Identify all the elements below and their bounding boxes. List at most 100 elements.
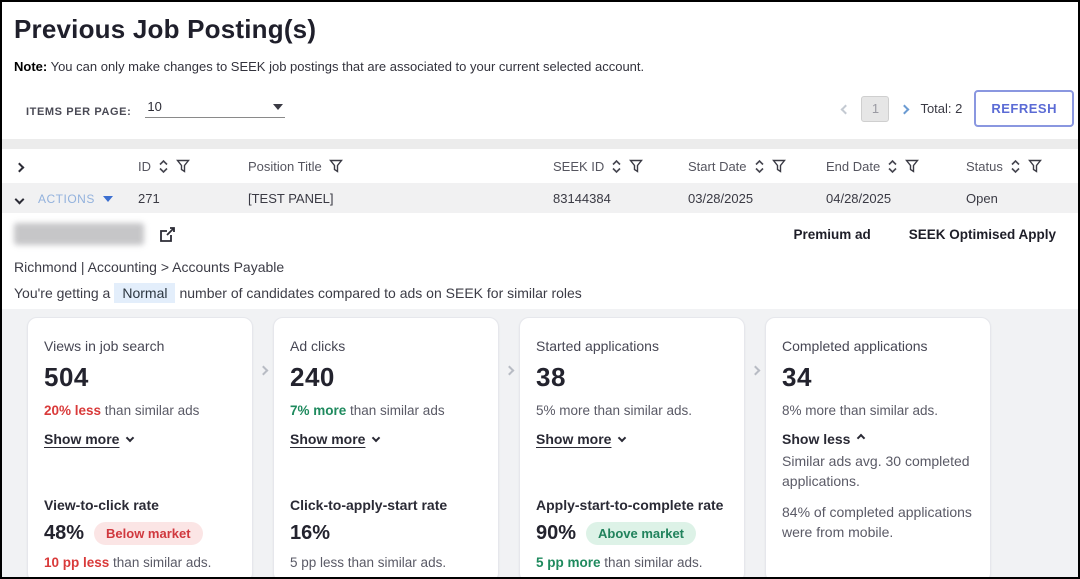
note-text: Note: You can only make changes to SEEK … [14,59,645,74]
funnel-arrow-icon [499,365,519,376]
seek-optimised-apply-label: SEEK Optimised Apply [908,226,1056,242]
card-views-in-job-search: Views in job search 504 20% less than si… [27,317,253,577]
funnel-arrow-icon [253,365,273,376]
separator-strip [2,139,1078,149]
chevron-down-icon [372,433,381,443]
column-header-start-date: Start Date [688,159,826,174]
rate-comparison-text: 5 pp less than similar ads. Similar ads … [290,555,447,577]
filter-icon[interactable] [771,159,786,173]
chevron-down-icon [273,103,284,110]
job-title-row: Premium ad SEEK Optimised Apply [14,223,1066,245]
sort-icon[interactable] [158,159,169,174]
card-title: Ad clicks [290,338,346,354]
card-title: Views in job search [44,338,165,354]
cell-status: Open [966,190,998,206]
chevron-down-icon [14,194,25,204]
comparison-text: 8% more than similar ads. [782,403,939,418]
column-header-seek-id: SEEK ID [553,159,688,174]
card-title: Completed applications [782,338,928,354]
chevron-down-icon [126,433,135,443]
actions-menu-button[interactable]: ACTIONS [38,192,113,206]
page-number-button[interactable]: 1 [861,95,890,122]
dropdown-arrow-icon [102,195,113,202]
filter-icon[interactable] [905,159,920,173]
external-link-icon[interactable] [158,225,177,244]
card-completed-applications: Completed applications 34 8% more than s… [765,317,991,577]
pagination: 1 Total: 2 REFRESH [841,90,1074,127]
card-value: 38 [536,362,566,392]
show-more-toggle[interactable]: Show more [290,431,482,447]
cell-position-title: [TEST PANEL] [248,190,334,206]
sort-icon[interactable] [1010,159,1021,174]
next-page-button[interactable] [900,100,910,118]
table-header-row: ID Position Title SEEK ID Start Date End… [2,149,1078,183]
sort-icon[interactable] [887,159,898,174]
actions-cell: ACTIONS [38,191,138,206]
page-header: Previous Job Posting(s) Note: You can on… [2,2,1078,139]
expanded-detail-text: 84% of completed applications were from … [782,503,972,540]
show-more-toggle[interactable]: Show more [44,431,236,447]
card-value: 34 [782,362,812,392]
filter-icon[interactable] [176,159,190,173]
rate-value: 16% [290,522,331,544]
rate-title: Apply-start-to-complete rate [536,497,724,513]
chevron-up-icon [857,433,866,443]
column-header-id: ID [138,159,248,174]
performance-cards: Views in job search 504 20% less than si… [2,309,1078,577]
chevron-left-icon [841,104,851,114]
rate-value-row: 48% Below market [44,522,236,545]
rate-value-row: 16% [290,522,482,545]
funnel-arrow-icon [745,365,765,376]
cell-start-date: 03/28/2025 [688,190,754,206]
card-ad-clicks: Ad clicks 240 7% more than similar ads S… [273,317,499,577]
comparison-text: 7% more than similar ads [290,403,445,418]
show-more-toggle[interactable]: Show more [536,431,728,447]
chevron-right-icon [900,104,910,114]
items-per-page-select[interactable]: 10 [145,99,286,118]
items-per-page: ITEMS PER PAGE: 10 [26,99,286,118]
total-count: Total: 2 [920,101,963,116]
card-title: Started applications [536,338,659,354]
ad-type-flags: Premium ad SEEK Optimised Apply [793,227,1066,242]
refresh-button[interactable]: REFRESH [974,90,1074,127]
comparison-text: 20% less than similar ads [44,403,200,418]
previous-page-button[interactable] [841,100,851,118]
expanded-detail-text: Similar ads avg. 30 completed applicatio… [782,453,970,490]
redacted-job-title [14,223,144,245]
show-less-toggle[interactable]: Show less [782,431,974,447]
sort-icon[interactable] [754,159,765,174]
expand-all-column[interactable] [2,159,38,174]
page-title: Previous Job Posting(s) [14,14,317,44]
column-header-position-title: Position Title [248,159,553,174]
items-per-page-label: ITEMS PER PAGE: [26,106,132,118]
rate-section: Apply-start-to-complete rate 90% Above m… [536,497,728,577]
premium-ad-label: Premium ad [793,226,871,242]
candidates-level-highlight: Normal [114,283,176,303]
cell-id: 271 [138,190,160,206]
market-badge: Above market [586,522,697,545]
rate-comparison-text: 5 pp more than similar ads.Similar ads r… [536,555,703,577]
filter-icon[interactable] [1027,159,1042,173]
filter-icon[interactable] [328,159,343,173]
rate-section: Click-to-apply-start rate 16% 5 pp less … [290,497,482,577]
rate-section: View-to-click rate 48% Below market 10 p… [44,497,236,577]
column-header-end-date: End Date [826,159,966,174]
card-value: 240 [290,362,335,392]
cell-seek-id: 83144384 [553,190,611,206]
sort-icon[interactable] [611,159,622,174]
items-per-page-value: 10 [147,99,162,114]
expanded-row-detail: Premium ad SEEK Optimised Apply Richmond… [2,213,1078,309]
rate-title: View-to-click rate [44,497,159,513]
market-badge: Below market [94,522,203,545]
comparison-text: 5% more than similar ads. [536,403,693,418]
cell-end-date: 04/28/2025 [826,190,892,206]
rate-comparison-text: 10 pp less than similar ads.Similar ads … [44,555,212,577]
job-classification: Richmond | Accounting > Accounts Payable [14,259,285,275]
chevron-right-icon [14,162,25,172]
rate-value-row: 90% Above market [536,522,728,545]
filter-icon[interactable] [629,159,644,173]
collapse-row-button[interactable] [2,191,38,206]
table-row[interactable]: ACTIONS 271 [TEST PANEL] 83144384 03/28/… [2,183,1078,213]
chevron-down-icon [618,433,627,443]
